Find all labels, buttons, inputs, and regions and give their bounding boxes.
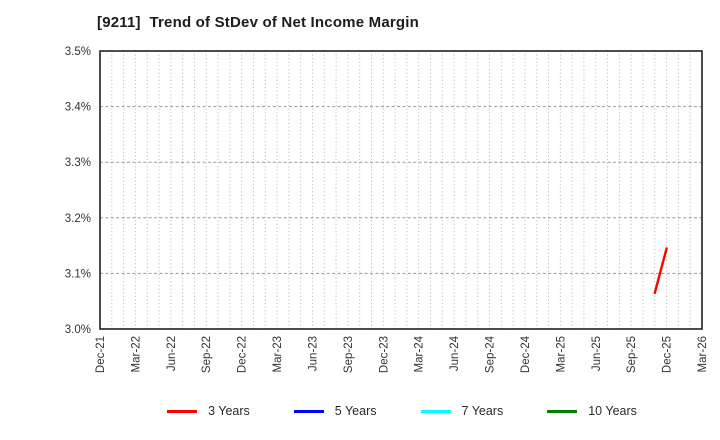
x-tick-label: Mar-26 xyxy=(697,336,709,372)
y-tick-label: 3.3% xyxy=(65,157,91,169)
y-tick-label: 3.2% xyxy=(65,213,91,225)
legend-line-swatch-blue xyxy=(293,409,324,413)
x-tick-label: Jun-23 xyxy=(308,336,320,371)
x-tick-label: Mar-22 xyxy=(130,336,142,372)
x-tick-label: Sep-23 xyxy=(343,336,355,373)
legend-item-10-years: 10 Years xyxy=(547,404,637,418)
legend-item-7-years: 7 Years xyxy=(420,404,504,418)
legend-label: 3 Years xyxy=(208,404,250,418)
legend-item-3-years: 3 Years xyxy=(167,404,250,418)
x-tick-label: Mar-23 xyxy=(272,336,284,372)
x-tick-label: Sep-25 xyxy=(626,336,638,373)
chart-title: [9211] Trend of StDev of Net Income Marg… xyxy=(97,14,419,31)
legend-item-5-years: 5 Years xyxy=(293,404,377,418)
x-tick-label: Dec-21 xyxy=(95,336,107,373)
x-tick-label: Mar-24 xyxy=(414,335,426,372)
x-tick-label: Sep-24 xyxy=(485,335,497,373)
x-tick-label: Mar-25 xyxy=(555,336,567,372)
x-tick-label: Dec-22 xyxy=(237,336,249,373)
series-line-3-years xyxy=(653,247,668,295)
x-tick-label: Sep-22 xyxy=(201,336,213,373)
legend-label: 5 Years xyxy=(334,404,377,418)
plot-border xyxy=(99,50,703,330)
y-tick-label: 3.1% xyxy=(65,268,91,280)
legend-line-swatch-cyan xyxy=(420,409,451,413)
legend-line-swatch-green xyxy=(547,409,578,413)
x-tick-label: Jun-24 xyxy=(449,335,461,371)
x-tick-label: Dec-23 xyxy=(378,336,390,373)
y-tick-label: 3.0% xyxy=(65,324,91,336)
chart-canvas: 3.0% 3.1% 3.2% 3.3% 3.4% 3.5% Dec-21 Mar-22 Jun-… xyxy=(65,46,709,373)
y-tick-label: 3.4% xyxy=(65,102,91,114)
legend-line-swatch-red xyxy=(167,409,198,413)
x-tick-label: Dec-24 xyxy=(520,335,532,373)
legend-label: 7 Years xyxy=(461,404,504,418)
x-tick-label: Jun-25 xyxy=(591,336,603,371)
y-tick-label: 3.5% xyxy=(65,46,91,58)
legend: 3 Years 5 Years 7 Years 10 Years xyxy=(82,404,720,418)
x-tick-label: Jun-22 xyxy=(166,336,178,371)
x-tick-label: Dec-25 xyxy=(662,336,674,373)
legend-label: 10 Years xyxy=(588,404,637,418)
